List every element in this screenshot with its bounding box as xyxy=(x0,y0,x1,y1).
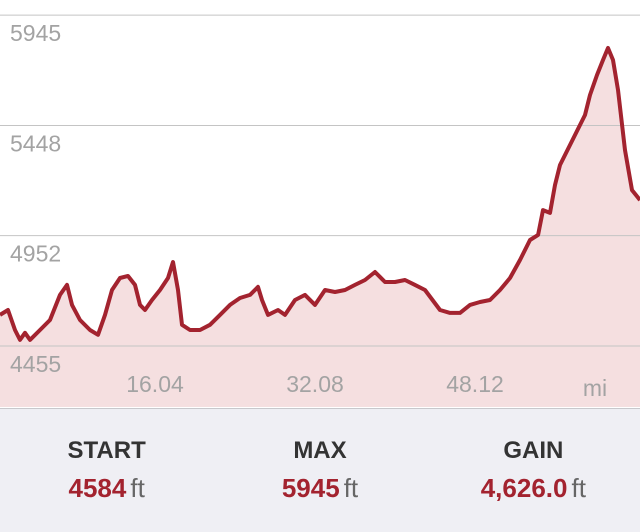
stat-value: 4584 xyxy=(68,473,127,503)
y-tick-label: 5945 xyxy=(10,20,61,46)
x-axis-label: mi xyxy=(583,375,607,401)
stat-unit: ft xyxy=(130,473,145,503)
stat-label: START xyxy=(67,437,146,464)
y-tick-label: 5448 xyxy=(10,130,61,156)
elevation-chart: 4455 4952 5448 5945 16.04 32.08 48.12 mi xyxy=(0,14,640,407)
stat-label: MAX xyxy=(293,437,347,464)
stat-label: GAIN xyxy=(503,437,564,464)
x-tick-label: 16.04 xyxy=(126,371,184,397)
stat-unit: ft xyxy=(571,473,586,503)
stat: START 4584 ft xyxy=(0,409,213,532)
stat: GAIN 4,626.0 ft xyxy=(427,409,640,532)
y-tick-label: 4455 xyxy=(10,351,61,377)
stats-panel: START 4584 ft MAX 5945 ft GAIN 4,626.0 ft xyxy=(0,408,640,532)
stat-row: 4,626.0 ft xyxy=(427,473,640,504)
elevation-line xyxy=(0,46,640,342)
stat-value: 5945 xyxy=(281,473,340,503)
y-tick-label: 4952 xyxy=(10,241,61,267)
x-tick-label: 32.08 xyxy=(286,371,344,397)
x-tick-label: 48.12 xyxy=(446,371,504,397)
stat: MAX 5945 ft xyxy=(213,409,426,532)
stat-unit: ft xyxy=(343,473,359,503)
stat-value: 4,626.0 xyxy=(480,473,568,503)
area-fill xyxy=(0,48,640,407)
stat-row: 4584 ft xyxy=(0,473,213,504)
stat-row: 5945 ft xyxy=(213,473,426,504)
